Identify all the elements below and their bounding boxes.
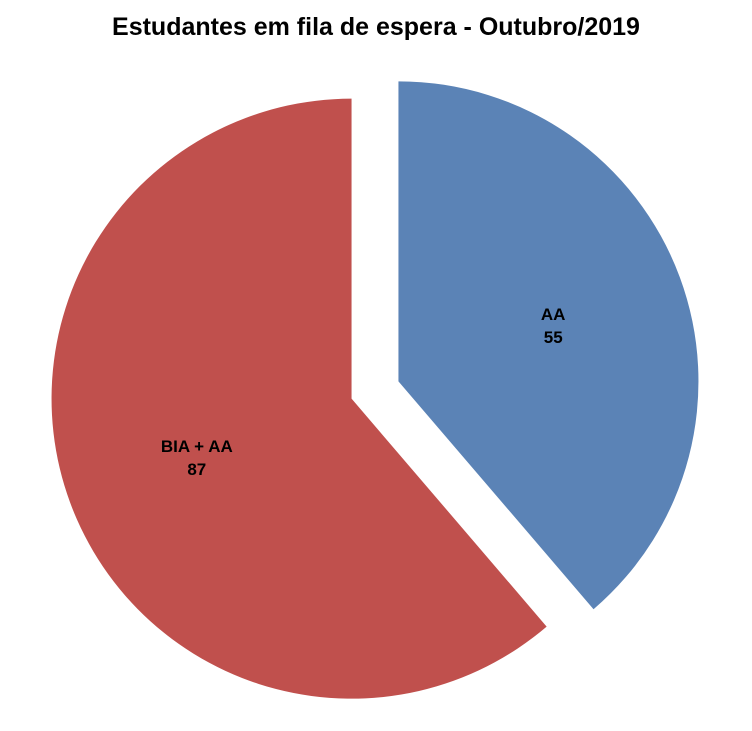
slice-label: BIA + AA 87 xyxy=(161,437,233,479)
pie-slice-aa xyxy=(398,81,699,610)
chart-title: Estudantes em fila de espera - Outubro/2… xyxy=(112,13,640,41)
slice-label: AA 55 xyxy=(541,305,566,347)
pie-slice-bia-aa xyxy=(51,98,547,699)
